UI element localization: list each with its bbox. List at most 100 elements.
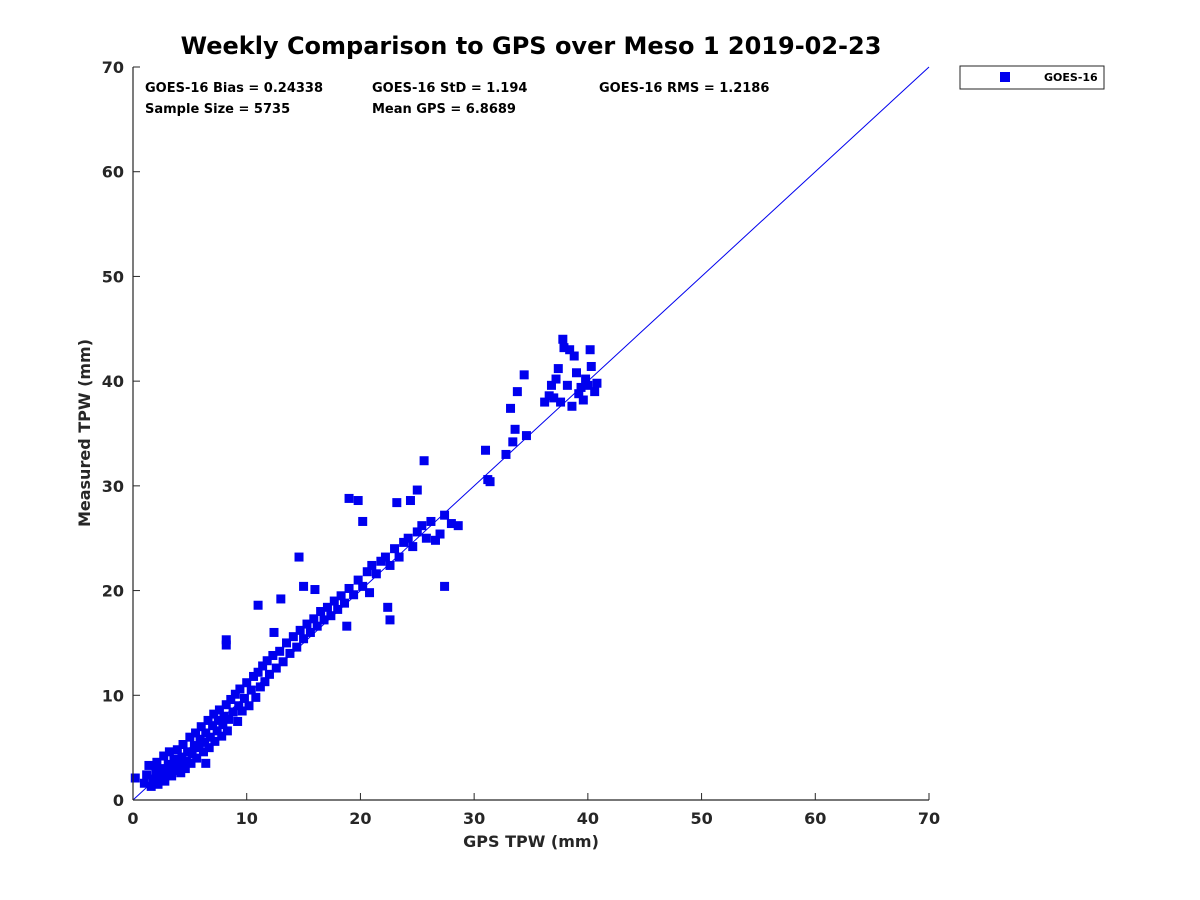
data-point xyxy=(419,456,429,466)
data-point xyxy=(214,705,224,715)
data-point xyxy=(344,583,354,593)
data-point xyxy=(278,657,288,667)
data-point xyxy=(385,560,395,570)
x-tick-label: 50 xyxy=(690,809,712,828)
data-point xyxy=(189,741,199,751)
sample-size-stat: Sample Size = 5735 xyxy=(145,102,290,117)
data-point xyxy=(173,760,183,770)
y-tick-label: 50 xyxy=(102,267,124,286)
data-point xyxy=(319,615,329,625)
y-tick-label: 40 xyxy=(102,372,124,391)
data-point xyxy=(305,627,315,637)
data-point xyxy=(171,766,181,776)
x-tick-label: 20 xyxy=(349,809,371,828)
data-point xyxy=(183,747,193,757)
data-point xyxy=(578,395,588,405)
data-point xyxy=(142,770,152,780)
data-point xyxy=(221,700,231,710)
data-point xyxy=(521,431,531,441)
data-point xyxy=(275,646,285,656)
data-point xyxy=(186,758,196,768)
legend-box xyxy=(959,65,1105,90)
data-point xyxy=(371,569,381,579)
data-point xyxy=(421,533,431,543)
data-point xyxy=(353,575,363,585)
data-point xyxy=(151,766,161,776)
data-point xyxy=(302,619,312,629)
data-point xyxy=(481,445,491,455)
data-point xyxy=(435,529,445,539)
data-point xyxy=(222,726,232,736)
rms-stat: GOES-16 RMS = 1.2186 xyxy=(599,81,769,96)
data-point xyxy=(390,544,400,554)
data-point xyxy=(209,709,219,719)
data-point xyxy=(412,485,422,495)
bias-stat: GOES-16 Bias = 0.24338 xyxy=(145,81,323,96)
data-point xyxy=(540,397,550,407)
data-point xyxy=(276,594,286,604)
data-point xyxy=(233,716,243,726)
data-point xyxy=(408,542,418,552)
data-point xyxy=(262,656,272,666)
data-point xyxy=(586,361,596,371)
data-point xyxy=(164,747,174,757)
data-point xyxy=(309,614,319,624)
x-tick-label: 60 xyxy=(804,809,826,828)
data-point xyxy=(295,625,305,635)
data-point xyxy=(155,772,165,782)
x-tick-label: 70 xyxy=(918,809,940,828)
y-tick-label: 10 xyxy=(102,686,124,705)
data-point xyxy=(185,732,195,742)
data-point xyxy=(234,701,244,711)
data-point xyxy=(405,496,415,506)
data-point xyxy=(246,685,256,695)
data-point xyxy=(367,560,377,570)
data-point xyxy=(194,743,204,753)
data-point xyxy=(167,771,177,781)
data-point xyxy=(512,387,522,397)
data-point xyxy=(224,714,234,724)
chart-title: Weekly Comparison to GPS over Meso 1 201… xyxy=(181,32,882,60)
x-tick-label: 40 xyxy=(577,809,599,828)
data-point xyxy=(299,581,309,591)
x-tick-label: 30 xyxy=(463,809,485,828)
data-point xyxy=(553,364,563,374)
data-point xyxy=(160,776,170,786)
data-point xyxy=(288,632,298,642)
data-point xyxy=(322,602,332,612)
data-point xyxy=(268,650,278,660)
data-point xyxy=(329,596,339,606)
data-point xyxy=(218,720,228,730)
data-point xyxy=(312,621,322,631)
data-point xyxy=(187,749,197,759)
data-point xyxy=(221,640,231,650)
data-point xyxy=(292,642,302,652)
data-point xyxy=(237,706,247,716)
data-point xyxy=(242,678,252,688)
data-point xyxy=(583,380,593,390)
data-point xyxy=(178,740,188,750)
data-point xyxy=(196,722,206,732)
y-tick-label: 0 xyxy=(113,791,124,810)
data-point xyxy=(148,774,158,784)
data-point xyxy=(139,778,149,788)
data-point xyxy=(226,694,236,704)
x-axis-ticks: 0 10 20 30 40 50 60 70 xyxy=(127,793,940,828)
std-stat: GOES-16 StD = 1.194 xyxy=(372,81,527,96)
data-point xyxy=(519,370,529,380)
data-point xyxy=(567,401,577,411)
data-point xyxy=(551,374,561,384)
data-point xyxy=(203,715,213,725)
data-point xyxy=(212,726,222,736)
data-point xyxy=(440,581,450,591)
data-point xyxy=(510,424,520,434)
data-point xyxy=(349,590,359,600)
data-point xyxy=(581,374,591,384)
data-point xyxy=(258,661,268,671)
data-point xyxy=(249,671,259,681)
data-point xyxy=(177,752,187,762)
data-point xyxy=(340,598,350,608)
data-point xyxy=(180,764,190,774)
data-point xyxy=(453,521,463,531)
